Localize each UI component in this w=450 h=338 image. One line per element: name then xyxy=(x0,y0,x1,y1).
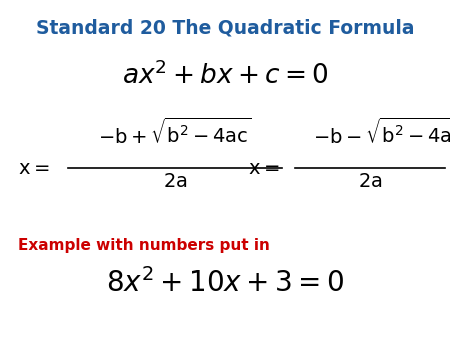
Text: Standard 20 The Quadratic Formula: Standard 20 The Quadratic Formula xyxy=(36,18,414,37)
Text: $ax^2 + bx + c = 0$: $ax^2 + bx + c = 0$ xyxy=(122,62,328,91)
Text: $8x^2 + 10x + 3 = 0$: $8x^2 + 10x + 3 = 0$ xyxy=(106,268,344,298)
Text: $\mathrm{2a}$: $\mathrm{2a}$ xyxy=(358,172,382,191)
Text: $\mathrm{x} = $: $\mathrm{x} = $ xyxy=(248,159,280,177)
Text: $\mathrm{2a}$: $\mathrm{2a}$ xyxy=(163,172,187,191)
Text: Example with numbers put in: Example with numbers put in xyxy=(18,238,270,253)
Text: $\mathrm{x} = $: $\mathrm{x} = $ xyxy=(18,159,50,177)
Text: $-\mathrm{b}+\sqrt{\mathrm{b}^{2}-4\mathrm{ac}}$: $-\mathrm{b}+\sqrt{\mathrm{b}^{2}-4\math… xyxy=(98,118,252,148)
Text: $-\mathrm{b}-\sqrt{\mathrm{b}^{2}-4\mathrm{ac}}$: $-\mathrm{b}-\sqrt{\mathrm{b}^{2}-4\math… xyxy=(313,118,450,148)
